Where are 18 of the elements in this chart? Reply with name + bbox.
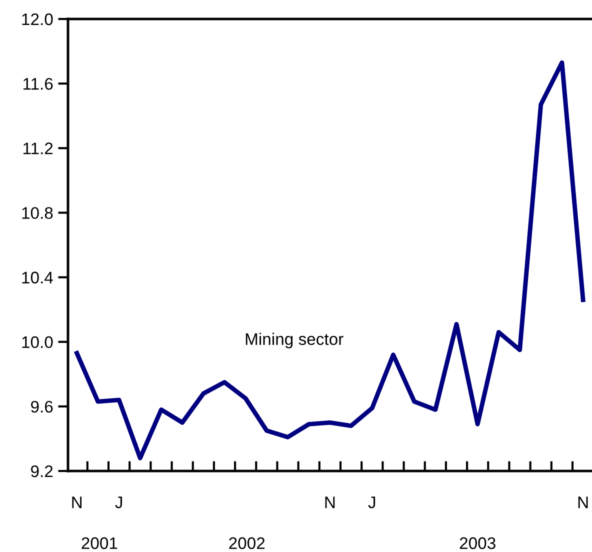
text: 2001 xyxy=(82,537,118,550)
y-tick-label: 10.4 xyxy=(22,272,53,284)
y-tick-label: 12.0 xyxy=(22,13,53,26)
x-tick-label: N xyxy=(72,496,82,508)
text: 2002 xyxy=(229,537,265,550)
y-tick-label: 9.6 xyxy=(31,400,53,413)
x-tick-label: J xyxy=(368,496,376,508)
y-tick-label: 9.2 xyxy=(31,465,53,478)
x-tick-label: J xyxy=(115,496,122,508)
y-tick-label: 10.0 xyxy=(22,336,53,348)
y-tick-label: 10.8 xyxy=(22,207,53,219)
x-tick-label: N xyxy=(578,496,588,508)
text: Mining sector xyxy=(246,332,344,348)
text: 2003 xyxy=(460,537,496,550)
x-tick-label: N xyxy=(325,496,335,508)
line-series xyxy=(74,60,586,460)
y-tick-label: 11.2 xyxy=(23,142,53,154)
y-tick-label: 11.6 xyxy=(23,78,53,90)
